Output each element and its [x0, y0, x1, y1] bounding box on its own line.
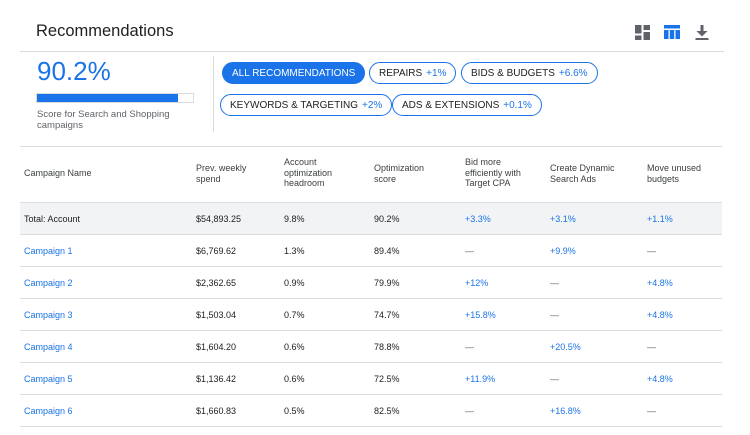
- cell-campaign-name[interactable]: Campaign 2: [24, 278, 73, 288]
- chip-delta: +1%: [426, 67, 447, 79]
- cell-target-cpa: +3.3%: [465, 214, 491, 224]
- cell-target-cpa: —: [465, 342, 474, 352]
- optimization-score-caption: Score for Search and Shopping campaigns: [37, 109, 170, 131]
- cell-move-unused-budgets: +1.1%: [647, 214, 673, 224]
- table-row: Campaign 2 $2,362.65 0.9% 79.9% +12% — +4.8%: [20, 267, 722, 299]
- cell-headroom: 0.9%: [284, 278, 305, 288]
- table-row-total: Total: Account $54,893.25 9.8% 90.2% +3.3% +3…: [20, 203, 722, 235]
- cell-campaign-name[interactable]: Campaign 5: [24, 374, 73, 384]
- cell-dynamic-search-ads: +16.8%: [550, 406, 581, 416]
- chip-bids-budgets[interactable]: BIDS & BUDGETS +6.6%: [461, 62, 598, 84]
- chip-ads-extensions[interactable]: ADS & EXTENSIONS +0.1%: [392, 94, 542, 116]
- cell-dynamic-search-ads: —: [550, 310, 559, 320]
- score-divider: [213, 56, 214, 132]
- cell-headroom: 9.8%: [284, 214, 305, 224]
- optimization-score-value: 90.2%: [37, 56, 111, 86]
- cell-move-unused-budgets: —: [647, 406, 656, 416]
- cell-prev-weekly-spend: $1,503.04: [196, 310, 237, 320]
- cell-campaign-name[interactable]: Campaign 4: [24, 342, 73, 352]
- chip-all-recommendations[interactable]: ALL RECOMMENDATIONS: [222, 62, 366, 84]
- chip-label: ALL RECOMMENDATIONS: [232, 67, 356, 79]
- cell-campaign-name[interactable]: Campaign 1: [24, 246, 73, 256]
- cell-prev-weekly-spend: $1,604.20: [196, 342, 237, 352]
- column-header-move-unused-budgets[interactable]: Move unused budgets: [647, 163, 702, 184]
- table-row: Campaign 6 $1,660.83 0.5% 82.5% — +16.8% —: [20, 395, 722, 427]
- page-title: Recommendations: [36, 22, 174, 40]
- cell-optimization-score: 79.9%: [374, 278, 400, 288]
- chip-delta: +0.1%: [503, 99, 532, 111]
- cell-optimization-score: 74.7%: [374, 310, 400, 320]
- table-row: Campaign 3 $1,503.04 0.7% 74.7% +15.8% — +4.8%: [20, 299, 722, 331]
- cell-dynamic-search-ads: +9.9%: [550, 246, 576, 256]
- cell-target-cpa: +15.8%: [465, 310, 496, 320]
- chip-label: KEYWORDS & TARGETING: [230, 99, 358, 111]
- cell-prev-weekly-spend: $6,769.62: [196, 246, 237, 256]
- cell-prev-weekly-spend: $2,362.65: [196, 278, 237, 288]
- cell-headroom: 0.6%: [284, 374, 305, 384]
- chip-label: ADS & EXTENSIONS: [402, 99, 500, 111]
- cell-optimization-score: 78.8%: [374, 342, 400, 352]
- cell-move-unused-budgets: +4.8%: [647, 310, 673, 320]
- cell-dynamic-search-ads: +3.1%: [550, 214, 576, 224]
- cell-dynamic-search-ads: +20.5%: [550, 342, 581, 352]
- chip-delta: +2%: [361, 99, 383, 111]
- table-view-icon[interactable]: [664, 24, 680, 40]
- column-header-prev-weekly-spend[interactable]: Prev. weekly spend: [196, 163, 247, 184]
- cell-target-cpa: +11.9%: [465, 374, 496, 384]
- table-body: Total: Account $54,893.25 9.8% 90.2% +3.3% +3…: [20, 203, 722, 427]
- cell-prev-weekly-spend: $1,136.42: [196, 374, 237, 384]
- column-header-headroom[interactable]: Account optimization headroom: [284, 157, 333, 188]
- cell-headroom: 0.6%: [284, 342, 305, 352]
- cell-optimization-score: 89.4%: [374, 246, 400, 256]
- cell-move-unused-budgets: —: [647, 246, 656, 256]
- header-toolbar: [634, 24, 710, 40]
- table-header: Campaign Name Prev. weekly spend Account…: [20, 147, 722, 203]
- cell-dynamic-search-ads: —: [550, 374, 559, 384]
- cell-campaign-name[interactable]: Campaign 3: [24, 310, 73, 320]
- column-header-dynamic-search-ads[interactable]: Create Dynamic Search Ads: [550, 163, 615, 184]
- table-row: Campaign 5 $1,136.42 0.6% 72.5% +11.9% — +4.8%: [20, 363, 722, 395]
- chip-repairs[interactable]: REPAIRS +1%: [369, 62, 457, 84]
- cell-target-cpa: —: [465, 406, 474, 416]
- cell-dynamic-search-ads: —: [550, 278, 559, 288]
- header-divider: [20, 51, 724, 52]
- cell-prev-weekly-spend: $1,660.83: [196, 406, 237, 416]
- cell-target-cpa: —: [465, 246, 474, 256]
- cell-optimization-score: 90.2%: [374, 214, 400, 224]
- table-row: Campaign 4 $1,604.20 0.6% 78.8% — +20.5% —: [20, 331, 722, 363]
- cell-headroom: 1.3%: [284, 246, 305, 256]
- chip-keywords-targeting[interactable]: KEYWORDS & TARGETING +2%: [220, 94, 393, 116]
- chip-label: BIDS & BUDGETS: [471, 67, 555, 79]
- optimization-score-bar-fill: [37, 94, 178, 102]
- dashboard-icon[interactable]: [634, 24, 650, 40]
- table-row: Campaign 1 $6,769.62 1.3% 89.4% — +9.9% —: [20, 235, 722, 267]
- recommendations-table: Campaign Name Prev. weekly spend Account…: [20, 146, 722, 427]
- cell-optimization-score: 82.5%: [374, 406, 400, 416]
- download-icon[interactable]: [694, 24, 710, 40]
- cell-campaign-name: Total: Account: [24, 214, 81, 224]
- chip-label: REPAIRS: [379, 67, 423, 79]
- optimization-score-bar: [36, 93, 194, 103]
- cell-prev-weekly-spend: $54,893.25: [196, 214, 242, 224]
- cell-optimization-score: 72.5%: [374, 374, 400, 384]
- column-header-optimization-score[interactable]: Optimization score: [374, 163, 425, 184]
- cell-move-unused-budgets: —: [647, 342, 656, 352]
- column-header-target-cpa[interactable]: Bid more efficiently with Target CPA: [465, 157, 521, 188]
- cell-move-unused-budgets: +4.8%: [647, 374, 673, 384]
- cell-campaign-name[interactable]: Campaign 6: [24, 406, 73, 416]
- cell-target-cpa: +12%: [465, 278, 489, 288]
- cell-move-unused-budgets: +4.8%: [647, 278, 673, 288]
- column-header-campaign-name[interactable]: Campaign Name: [24, 168, 92, 178]
- cell-headroom: 0.7%: [284, 310, 305, 320]
- chip-delta: +6.6%: [558, 67, 588, 79]
- cell-headroom: 0.5%: [284, 406, 305, 416]
